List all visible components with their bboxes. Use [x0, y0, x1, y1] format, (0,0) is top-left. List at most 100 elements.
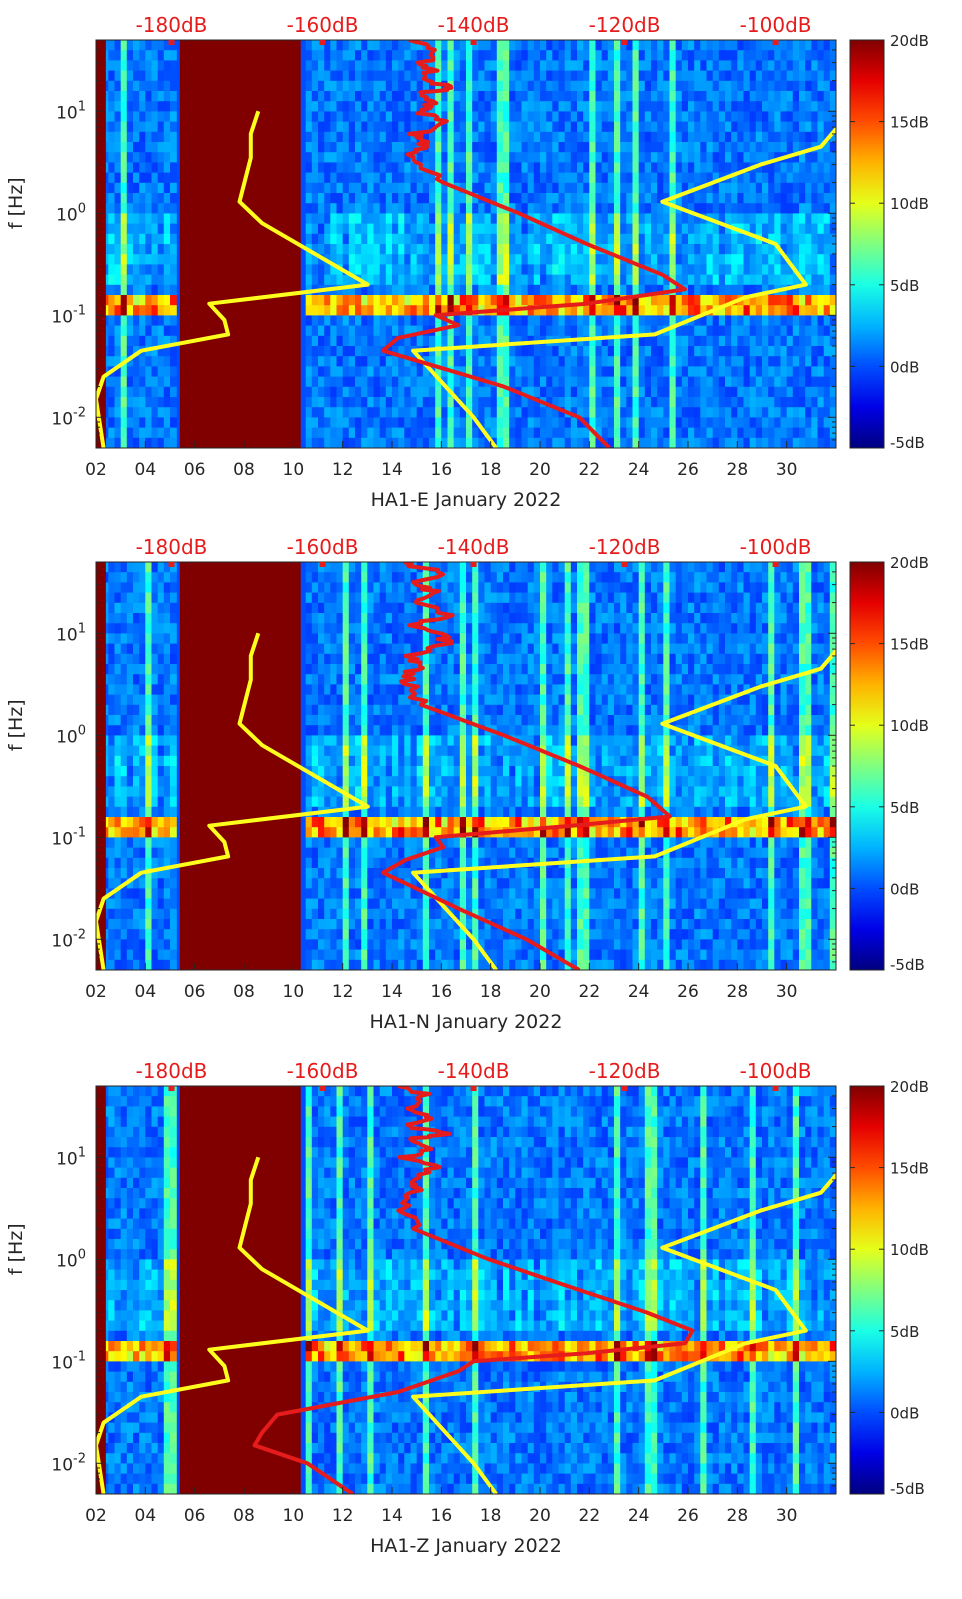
- colorbar-tick-label: 0dB: [890, 880, 919, 898]
- heatmap: [96, 40, 836, 448]
- x-tick-label: 16: [431, 1506, 453, 1526]
- y-tick-label: 10-1: [51, 1349, 86, 1373]
- top-axis-label: -100dB: [740, 535, 812, 559]
- colorbar-tick-label: 0dB: [890, 358, 919, 376]
- colorbar-tick-label: 20dB: [890, 32, 929, 50]
- data-gap: [179, 562, 301, 970]
- x-tick-label: 06: [184, 1506, 206, 1526]
- top-axis-label: -120dB: [589, 13, 661, 37]
- colorbar-tick-label: -5dB: [890, 434, 925, 452]
- top-tick-mark: [621, 562, 628, 567]
- colorbar-tick-label: 5dB: [890, 799, 919, 817]
- x-tick-label: 28: [727, 982, 749, 1002]
- top-tick-mark: [772, 1086, 779, 1091]
- y-tick-label: 101: [56, 621, 86, 645]
- colorbar-tick-label: 20dB: [890, 554, 929, 572]
- spectrogram-panel-3: 02 04 06 08 10 12 14 16 18 20 22 24 26 28 30 HA1-Z Janu…: [5, 1059, 929, 1557]
- y-tick-label: 100: [56, 1247, 86, 1271]
- x-tick-label: 18: [480, 460, 502, 480]
- y-axis-label: f [Hz]: [5, 177, 27, 229]
- y-tick-label: 101: [56, 1145, 86, 1169]
- top-axis-label: -140dB: [438, 13, 510, 37]
- x-tick-label: 08: [233, 460, 255, 480]
- y-tick-label: 100: [56, 201, 86, 225]
- x-tick-label: 12: [332, 982, 354, 1002]
- x-tick-label: 24: [628, 982, 650, 1002]
- y-tick-label: 100: [56, 723, 86, 747]
- x-tick-label: 22: [579, 1506, 601, 1526]
- top-tick-mark: [621, 1086, 628, 1091]
- x-tick-label: 06: [184, 982, 206, 1002]
- heatmap: [96, 562, 836, 970]
- colorbar-tick-label: 5dB: [890, 1323, 919, 1341]
- x-tick-label: 14: [381, 1506, 403, 1526]
- x-tick-label: 20: [529, 982, 551, 1002]
- x-tick-label: 26: [677, 982, 699, 1002]
- x-tick-label: 10: [283, 982, 305, 1002]
- profile-line-2: [411, 125, 836, 448]
- data-gap-start: [96, 1086, 106, 1494]
- top-tick-mark: [168, 562, 175, 567]
- colorbar: [849, 561, 885, 971]
- colorbar-tick-label: 15dB: [890, 636, 929, 654]
- x-tick-label: 04: [135, 1506, 157, 1526]
- colorbar-tick-label: 20dB: [890, 1078, 929, 1096]
- data-gap: [179, 40, 301, 448]
- top-axis-label: -160dB: [287, 535, 359, 559]
- data-gap-start: [96, 562, 106, 970]
- y-axis-label: f [Hz]: [5, 1223, 27, 1275]
- x-tick-label: 10: [283, 1506, 305, 1526]
- x-tick-label: 16: [431, 982, 453, 1002]
- x-tick-label: 30: [776, 460, 798, 480]
- x-tick-label: 12: [332, 460, 354, 480]
- top-tick-mark: [772, 562, 779, 567]
- x-tick-label: 28: [727, 1506, 749, 1526]
- x-tick-label: 28: [727, 460, 749, 480]
- profile-line-3: [380, 40, 687, 448]
- x-tick-label: 26: [677, 460, 699, 480]
- x-tick-label: 22: [579, 982, 601, 1002]
- heatmap: [96, 1086, 836, 1494]
- x-tick-label: 24: [628, 460, 650, 480]
- top-tick-mark: [168, 1086, 175, 1091]
- top-tick-mark: [168, 40, 175, 45]
- y-axis-label: f [Hz]: [5, 699, 27, 751]
- colorbar: [849, 1085, 885, 1495]
- x-axis-label: HA1-N January 2022: [370, 1011, 563, 1033]
- x-tick-label: 22: [579, 460, 601, 480]
- profile-line-3: [380, 562, 672, 970]
- x-tick-label: 12: [332, 1506, 354, 1526]
- colorbar-tick-label: -5dB: [890, 1480, 925, 1498]
- x-tick-label: 16: [431, 460, 453, 480]
- profile-line-1: [96, 632, 370, 970]
- colorbar-tick-label: 15dB: [890, 1160, 929, 1178]
- top-axis-label: -140dB: [438, 1059, 510, 1083]
- top-tick-mark: [470, 1086, 477, 1091]
- colorbar: [849, 39, 885, 449]
- y-tick-label: 10-1: [51, 825, 86, 849]
- y-tick-label: 10-2: [51, 927, 86, 951]
- x-tick-label: 10: [283, 460, 305, 480]
- top-tick-mark: [621, 40, 628, 45]
- top-tick-mark: [470, 40, 477, 45]
- data-gap: [179, 1086, 301, 1494]
- top-axis-label: -120dB: [589, 1059, 661, 1083]
- data-gap-start: [96, 40, 106, 448]
- profile-line-3: [252, 1086, 695, 1494]
- x-tick-label: 20: [529, 1506, 551, 1526]
- top-axis-label: -180dB: [136, 535, 208, 559]
- top-axis-label: -180dB: [136, 1059, 208, 1083]
- x-tick-label: 20: [529, 460, 551, 480]
- colorbar-tick-label: 10dB: [890, 717, 929, 735]
- x-tick-label: 18: [480, 1506, 502, 1526]
- x-tick-label: 02: [85, 1506, 107, 1526]
- top-axis-label: -120dB: [589, 535, 661, 559]
- x-tick-label: 04: [135, 982, 157, 1002]
- x-tick-label: 14: [381, 982, 403, 1002]
- x-tick-label: 08: [233, 1506, 255, 1526]
- x-tick-label: 04: [135, 460, 157, 480]
- x-tick-label: 06: [184, 460, 206, 480]
- colorbar-tick-label: 10dB: [890, 1241, 929, 1259]
- x-tick-label: 30: [776, 982, 798, 1002]
